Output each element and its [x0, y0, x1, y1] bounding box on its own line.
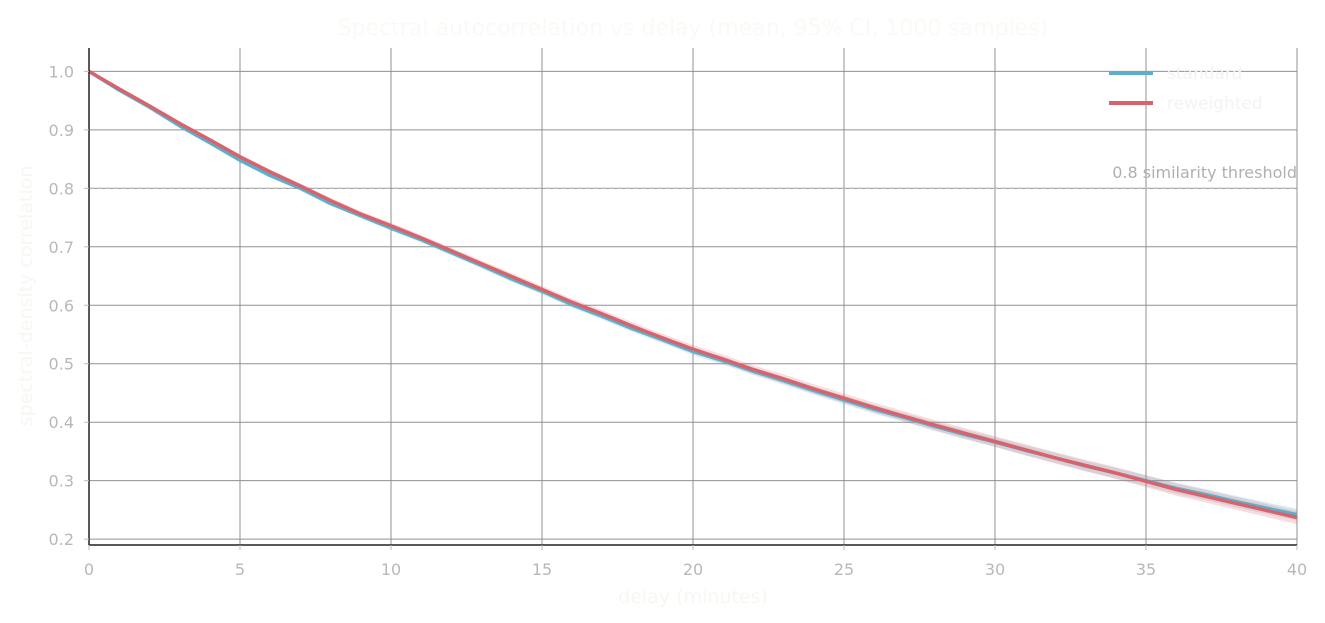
- x-tick-label: 0: [84, 560, 94, 579]
- x-tick-label: 30: [985, 560, 1005, 579]
- grid-lines: [88, 48, 1298, 545]
- y-tick-label: 0.7: [49, 238, 74, 257]
- x-tick-label: 25: [834, 560, 854, 579]
- x-tick-label: 40: [1287, 560, 1307, 579]
- y-tick-label: 0.3: [49, 472, 74, 491]
- x-tick-label: 15: [532, 560, 552, 579]
- y-tick-label: 0.6: [49, 296, 74, 315]
- legend-label-standard: standard: [1167, 64, 1242, 84]
- chart-title: Spectral autocorrelation vs delay (mean,…: [338, 16, 1049, 41]
- y-tick-label: 0.5: [49, 355, 74, 374]
- x-tick-label: 20: [683, 560, 703, 579]
- legend-label-reweighted: reweighted: [1167, 94, 1263, 114]
- x-tick-label: 35: [1136, 560, 1156, 579]
- y-tick-label: 0.4: [49, 413, 74, 432]
- y-axis-label: spectral-density correlation: [15, 166, 37, 427]
- y-tick-label: 0.2: [49, 530, 74, 549]
- legend: standard reweighted: [1109, 64, 1263, 114]
- x-tick-label: 5: [235, 560, 245, 579]
- series-lines: [88, 69, 1298, 520]
- y-tick-labels: 0.2 0.3 0.4 0.5 0.6 0.7 0.8 0.9 1.0: [49, 62, 89, 549]
- x-axis-label: delay (minutes): [618, 586, 768, 608]
- y-tick-label: 0.9: [49, 121, 74, 140]
- series-line-reweighted: [88, 69, 1298, 520]
- threshold-label: 0.8 similarity threshold: [1112, 163, 1297, 182]
- y-tick-label: 0.8: [49, 179, 74, 198]
- x-tick-label: 10: [381, 560, 401, 579]
- x-tick-labels: 0 5 10 15 20 25 30 35 40: [84, 545, 1307, 579]
- y-tick-label: 1.0: [49, 62, 74, 81]
